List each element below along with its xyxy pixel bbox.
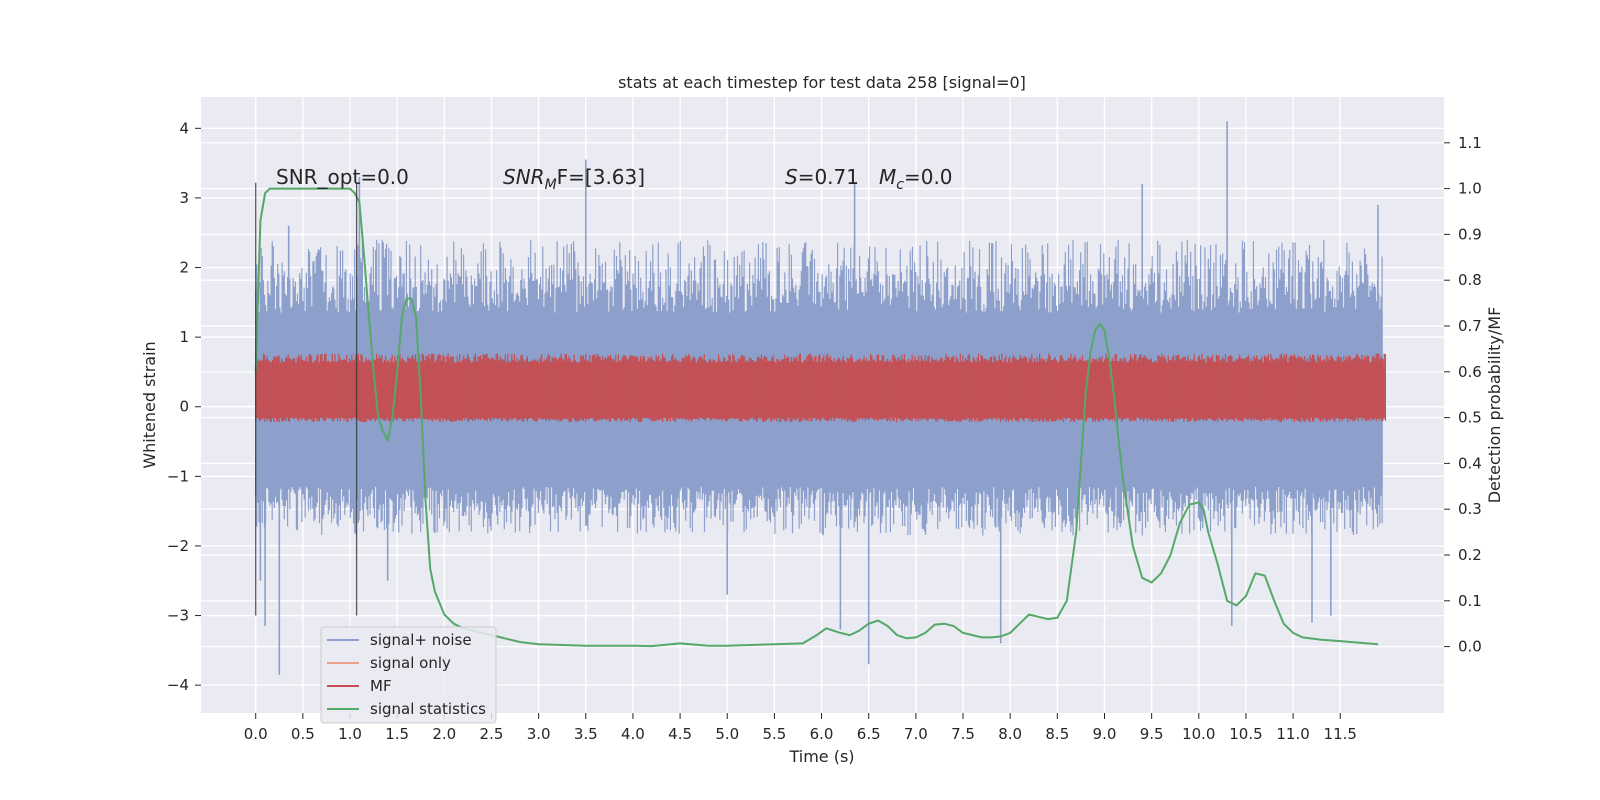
- vertical-markers: [255, 182, 358, 616]
- x-tick-label-11: 5.5: [762, 725, 786, 743]
- s-value: =0.71: [798, 165, 859, 189]
- x-tick-label-5: 2.5: [480, 725, 504, 743]
- s-symbol: S: [785, 165, 798, 189]
- y-axis-ticks: 4 3 2 1 0 −1 −2 −3 −4: [167, 119, 201, 694]
- x-tick-label-23: 11.5: [1324, 725, 1357, 743]
- annotation-s: S=0.71: [785, 165, 859, 189]
- x-tick-label-14: 7.0: [904, 725, 928, 743]
- legend: signal+ noise signal only MF signal stat…: [320, 626, 497, 724]
- y-tick-label-4: 0: [179, 398, 189, 416]
- y2-tick-label-6: 0.5: [1458, 409, 1482, 427]
- legend-label-mf: MF: [370, 677, 392, 695]
- snr-mf-value: F=[3.63]: [557, 165, 645, 189]
- y-tick-label-6: −2: [167, 537, 189, 555]
- x-axis-title: Time (s): [788, 747, 854, 766]
- legend-label-signal-statistics: signal statistics: [370, 700, 486, 718]
- y-tick-label-3: 1: [179, 328, 189, 346]
- snr-mf-subscript: M: [545, 177, 557, 193]
- x-tick-label-6: 3.0: [527, 725, 551, 743]
- y-tick-label-2: 2: [179, 259, 189, 277]
- mc-symbol: M: [879, 165, 896, 189]
- series-layer: [254, 121, 1386, 675]
- mc-subscript: c: [896, 177, 904, 193]
- series-signal-noise-spikes: [259, 121, 1379, 675]
- y2-axis-ticks: 1.1 1.0 0.9 0.8 0.7 0.6 0.5 0.4 0.3 0.2 0.1 0.0: [1444, 134, 1482, 656]
- chart-title: stats at each timestep for test data 258…: [618, 73, 1026, 92]
- x-tick-label-8: 4.0: [621, 725, 645, 743]
- y-tick-label-0: 4: [179, 119, 189, 137]
- y-tick-label-5: −1: [167, 467, 189, 485]
- x-tick-label-10: 5.0: [715, 725, 739, 743]
- annotation-snr-opt: SNR_opt=0.0: [276, 165, 409, 189]
- x-tick-label-12: 6.0: [810, 725, 834, 743]
- y-tick-label-7: −3: [167, 607, 189, 625]
- y-axis-title: Whitened strain: [140, 341, 159, 468]
- x-tick-label-9: 4.5: [668, 725, 692, 743]
- x-tick-label-17: 8.5: [1045, 725, 1069, 743]
- x-tick-label-18: 9.0: [1093, 725, 1117, 743]
- y-tick-label-8: −4: [167, 676, 189, 694]
- x-tick-label-20: 10.0: [1182, 725, 1215, 743]
- x-tick-label-16: 8.0: [998, 725, 1022, 743]
- annotation-snr-mf: SNRMF=[3.63]: [503, 165, 645, 193]
- x-tick-label-21: 10.5: [1229, 725, 1262, 743]
- x-tick-label-0: 0.0: [244, 725, 268, 743]
- x-tick-label-7: 3.5: [574, 725, 598, 743]
- y2-tick-label-1: 1.0: [1458, 180, 1482, 198]
- y2-tick-label-11: 0.0: [1458, 638, 1482, 656]
- x-tick-label-22: 11.0: [1276, 725, 1309, 743]
- y2-tick-label-9: 0.2: [1458, 546, 1482, 564]
- y2-tick-label-0: 1.1: [1458, 134, 1482, 152]
- y2-tick-label-5: 0.6: [1458, 363, 1482, 381]
- annotation-mc: Mc=0.0: [879, 165, 953, 193]
- x-tick-label-13: 6.5: [857, 725, 881, 743]
- legend-label-signal-only: signal only: [370, 654, 451, 672]
- x-tick-label-3: 1.5: [385, 725, 409, 743]
- x-tick-label-2: 1.0: [338, 725, 362, 743]
- y2-axis-title: Detection probability/MF: [1485, 307, 1504, 504]
- x-tick-label-1: 0.5: [291, 725, 315, 743]
- mc-value: =0.0: [904, 165, 953, 189]
- y2-tick-label-10: 0.1: [1458, 592, 1482, 610]
- snr-mf-symbol: SNR: [503, 165, 545, 189]
- y2-tick-label-8: 0.3: [1458, 500, 1482, 518]
- x-tick-label-15: 7.5: [951, 725, 975, 743]
- x-tick-label-19: 9.5: [1140, 725, 1164, 743]
- x-axis-ticks: 0.0 0.5 1.0 1.5 2.0 2.5 3.0 3.5 4.0 4.5 5.0 5.5 6.0 6…: [244, 713, 1357, 743]
- legend-label-signal-noise: signal+ noise: [370, 631, 472, 649]
- y2-tick-label-3: 0.8: [1458, 271, 1482, 289]
- series-signal-statistics: [254, 187, 1379, 648]
- legend-frame: [320, 626, 497, 724]
- y-tick-label-1: 3: [179, 189, 189, 207]
- y2-tick-label-2: 0.9: [1458, 225, 1482, 243]
- x-tick-label-4: 2.0: [432, 725, 456, 743]
- y2-tick-label-4: 0.7: [1458, 317, 1482, 335]
- y2-tick-label-7: 0.4: [1458, 454, 1482, 472]
